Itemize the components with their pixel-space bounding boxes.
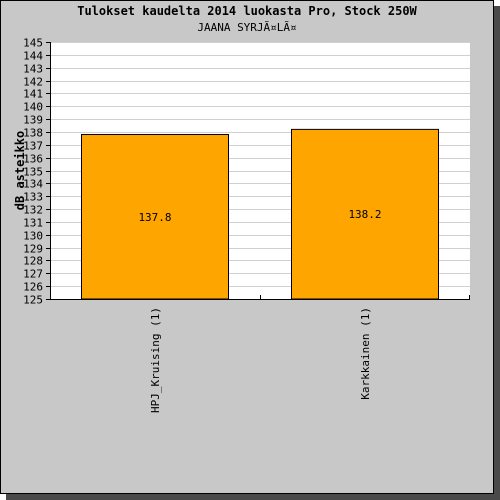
y-tick-label: 128	[23, 255, 43, 268]
y-tick-label: 144	[23, 50, 43, 63]
y-tick-label: 125	[23, 294, 43, 307]
bar	[291, 128, 439, 300]
frame-shadow-right	[494, 6, 500, 500]
chart-subtitle: JAANA SYRJÃ¤LÃ¤	[197, 21, 297, 34]
y-tick-label: 126	[23, 281, 43, 294]
x-tick-label: Karkkainen (1)	[359, 307, 372, 400]
y-tick-label: 141	[23, 88, 43, 101]
y-tick-label: 143	[23, 63, 43, 76]
frame-shadow-bottom	[6, 494, 500, 500]
y-tick-label: 135	[23, 166, 43, 179]
y-tick-label: 134	[23, 178, 43, 191]
y-tick-label: 142	[23, 76, 43, 89]
y-tick-label: 145	[23, 37, 43, 50]
bar	[81, 134, 229, 300]
bar-value-label: 138.2	[348, 208, 381, 221]
chart-title: Tulokset kaudelta 2014 luokasta Pro, Sto…	[77, 4, 417, 18]
x-tick-label: HPJ_Kruising (1)	[149, 307, 162, 413]
bar-value-label: 137.8	[138, 211, 171, 224]
y-tick-label: 137	[23, 140, 43, 153]
y-axis-label: dB asteikko	[13, 131, 27, 210]
y-tick-label: 139	[23, 114, 43, 127]
y-tick-label: 138	[23, 127, 43, 140]
y-tick-label: 130	[23, 230, 43, 243]
y-tick-label: 133	[23, 191, 43, 204]
y-tick-label: 136	[23, 153, 43, 166]
y-tick-label: 140	[23, 101, 43, 114]
y-tick-label: 129	[23, 243, 43, 256]
y-tick-label: 132	[23, 204, 43, 217]
y-tick-label: 131	[23, 217, 43, 230]
y-tick-label: 127	[23, 268, 43, 281]
